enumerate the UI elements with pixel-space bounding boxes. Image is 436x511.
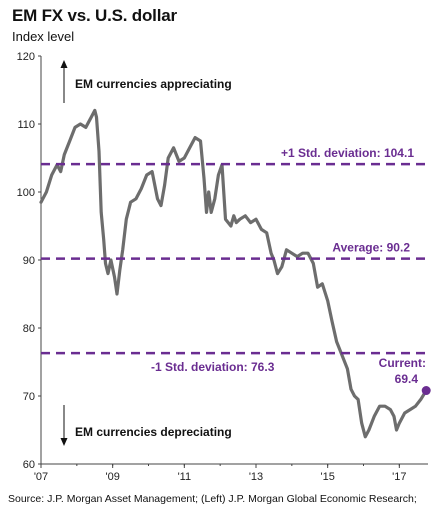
reference-line-label: -1 Std. deviation: 76.3 [151, 360, 275, 374]
y-tick-label: 70 [23, 391, 35, 403]
x-tick-label: '11 [178, 471, 192, 483]
current-value-label: 69.4 [395, 372, 419, 386]
chart-title: EM FX vs. U.S. dollar [12, 6, 177, 25]
y-tick-label: 120 [17, 51, 35, 63]
x-tick-label: '09 [105, 471, 119, 483]
y-tick-label: 110 [17, 119, 35, 131]
x-tick-label: '17 [392, 471, 406, 483]
y-tick-label: 60 [23, 459, 35, 471]
current-label: Current: [379, 356, 426, 370]
y-axis-label: Index level [12, 29, 75, 44]
y-tick-label: 90 [23, 255, 35, 267]
y-tick-label: 100 [17, 187, 35, 199]
down-arrow-icon [60, 438, 68, 446]
source-note: Source: J.P. Morgan Asset Management; (L… [8, 493, 417, 505]
x-tick-label: '07 [34, 471, 48, 483]
x-tick-label: '15 [320, 471, 334, 483]
x-tick-label: '13 [249, 471, 263, 483]
up-arrow-icon [60, 60, 68, 68]
current-point [421, 386, 431, 396]
reference-line-label: +1 Std. deviation: 104.1 [281, 146, 414, 160]
annotation-bottom: EM currencies depreciating [75, 425, 232, 439]
annotation-top: EM currencies appreciating [75, 77, 232, 91]
reference-line-label: Average: 90.2 [332, 241, 410, 255]
y-tick-label: 80 [23, 323, 35, 335]
